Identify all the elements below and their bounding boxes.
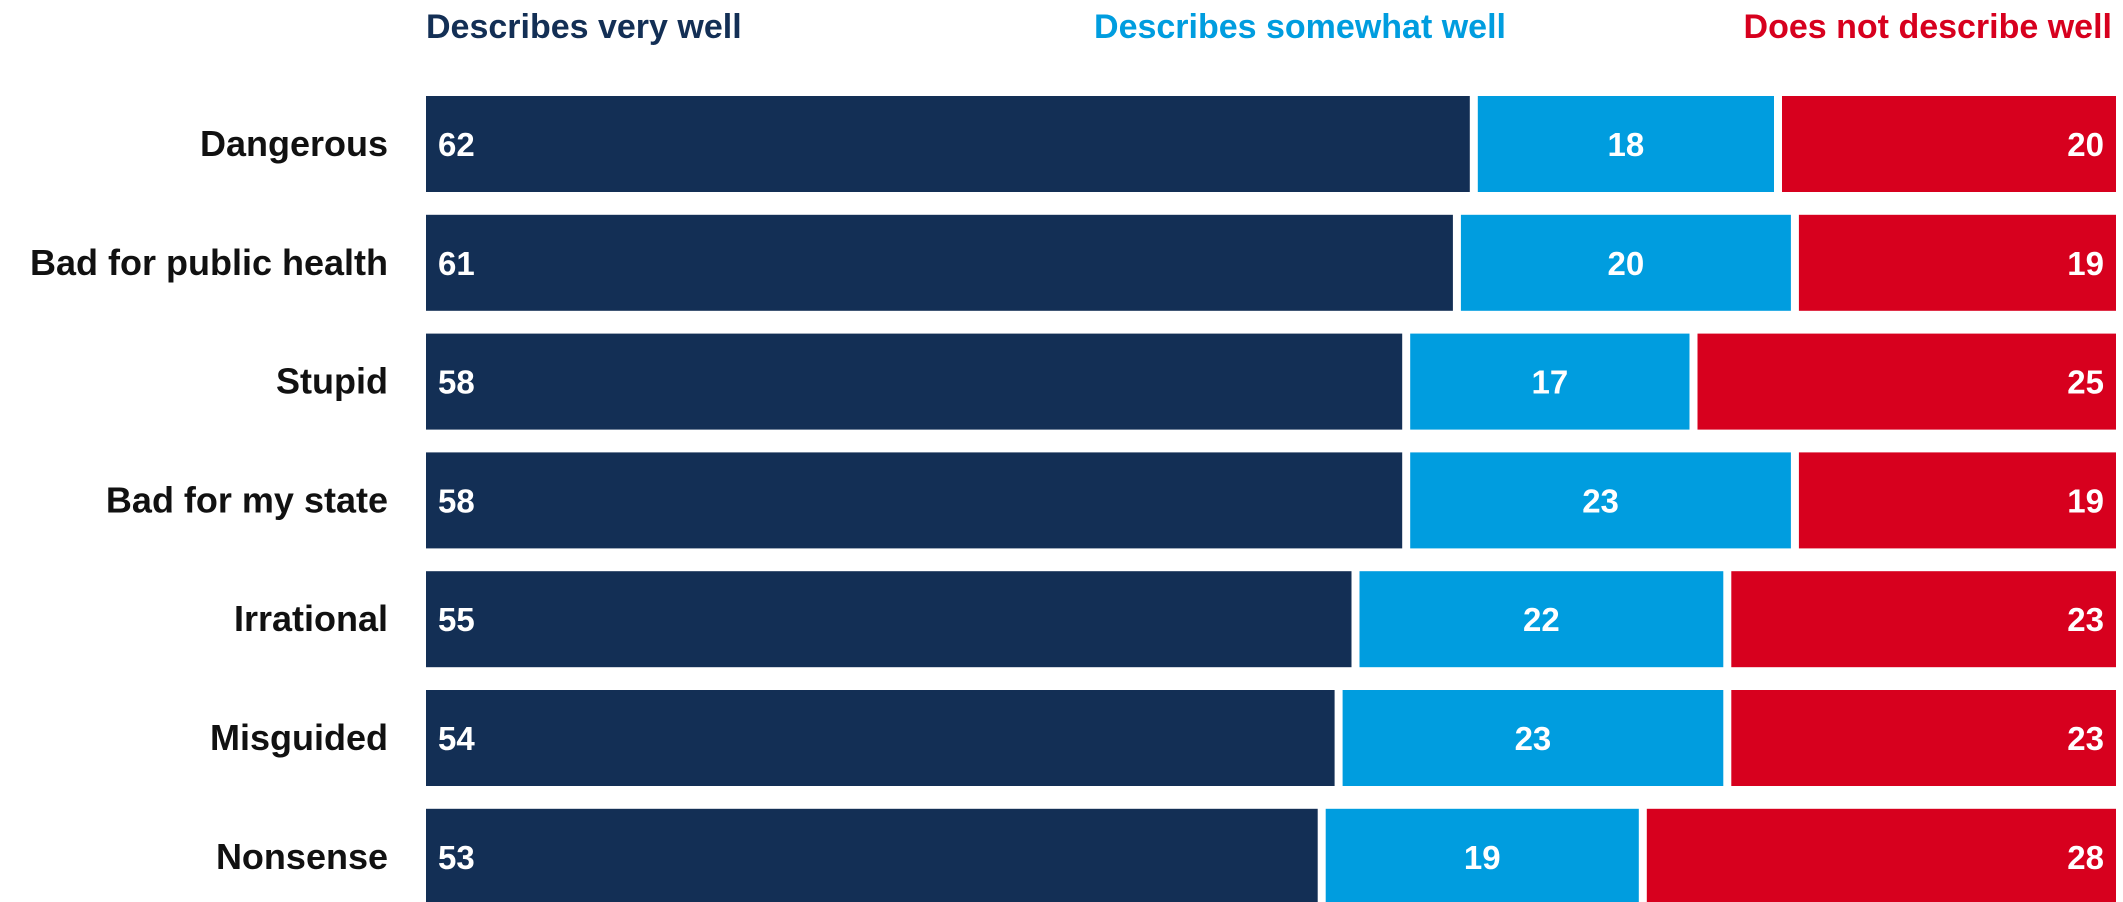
value-label-stupid-describes-somewhat-well: 17 (1531, 364, 1568, 401)
category-label-bad-for-public-health: Bad for public health (30, 242, 388, 283)
legend: Describes very well Describes somewhat we… (426, 8, 2112, 46)
category-labels: Dangerous Bad for public health Stupid Bad … (30, 123, 388, 877)
bar-dangerous-describes-very-well (426, 96, 1470, 192)
bar-bad-for-public-health-does-not-describe-well (1798, 214, 2116, 311)
bar-bad-for-public-health-describes-very-well (426, 214, 1453, 311)
bar-nonsense-describes-very-well (426, 808, 1318, 902)
bar-dangerous-describes-somewhat-well (1477, 96, 1774, 192)
bars: 62 18 20 61 20 19 58 17 25 58 23 19 55 22 23 54 23 23 53 19… (426, 96, 2116, 902)
value-label-nonsense-describes-very-well: 53 (438, 839, 475, 876)
value-label-dangerous-does-not-describe-well: 20 (2067, 126, 2104, 163)
bar-irrational-describes-very-well (426, 571, 1352, 668)
value-label-irrational-describes-very-well: 55 (438, 601, 475, 638)
bar-bad-for-public-health-describes-somewhat-well (1460, 214, 1791, 311)
bar-stupid-does-not-describe-well (1697, 333, 2116, 430)
category-label-misguided: Misguided (210, 717, 388, 758)
value-label-nonsense-describes-somewhat-well: 19 (1464, 839, 1501, 876)
bar-bad-for-my-state-does-not-describe-well (1798, 452, 2116, 549)
bar-irrational-does-not-describe-well (1731, 571, 2116, 668)
bar-bad-for-my-state-describes-very-well (426, 452, 1403, 549)
value-label-nonsense-does-not-describe-well: 28 (2067, 839, 2104, 876)
category-label-bad-for-my-state: Bad for my state (106, 479, 388, 520)
value-label-misguided-describes-very-well: 54 (438, 720, 475, 757)
value-label-misguided-does-not-describe-well: 23 (2067, 720, 2104, 757)
value-label-stupid-describes-very-well: 58 (438, 364, 475, 401)
value-label-irrational-describes-somewhat-well: 22 (1523, 601, 1560, 638)
bar-dangerous-does-not-describe-well (1782, 96, 2116, 192)
value-label-irrational-does-not-describe-well: 23 (2067, 601, 2104, 638)
value-label-dangerous-describes-very-well: 62 (438, 126, 475, 163)
legend-item-describes-very-well: Describes very well (426, 8, 742, 46)
bar-nonsense-does-not-describe-well (1646, 808, 2116, 902)
category-label-nonsense: Nonsense (216, 836, 388, 877)
bar-misguided-describes-very-well (426, 690, 1335, 786)
bar-irrational-describes-somewhat-well (1359, 571, 1724, 668)
bar-bad-for-my-state-describes-somewhat-well (1410, 452, 1791, 549)
legend-item-describes-somewhat-well: Describes somewhat well (1094, 8, 1506, 46)
value-label-bad-for-my-state-does-not-describe-well: 19 (2067, 482, 2104, 519)
bar-misguided-does-not-describe-well (1731, 690, 2116, 786)
value-label-bad-for-public-health-describes-very-well: 61 (438, 245, 475, 282)
value-label-dangerous-describes-somewhat-well: 18 (1608, 126, 1645, 163)
legend-item-does-not-describe-well: Does not describe well (1744, 8, 2112, 46)
value-label-stupid-does-not-describe-well: 25 (2067, 364, 2104, 401)
category-label-stupid: Stupid (276, 361, 388, 402)
bar-stupid-describes-very-well (426, 333, 1403, 430)
bar-misguided-describes-somewhat-well (1342, 690, 1724, 786)
bar-nonsense-describes-somewhat-well (1325, 808, 1639, 902)
value-label-bad-for-public-health-describes-somewhat-well: 20 (1608, 245, 1645, 282)
value-label-bad-for-my-state-describes-somewhat-well: 23 (1582, 482, 1619, 519)
category-label-dangerous: Dangerous (200, 123, 388, 164)
bar-stupid-describes-somewhat-well (1410, 333, 1690, 430)
value-label-bad-for-public-health-does-not-describe-well: 19 (2067, 245, 2104, 282)
value-label-bad-for-my-state-describes-very-well: 58 (438, 482, 475, 519)
category-label-irrational: Irrational (234, 598, 388, 639)
value-label-misguided-describes-somewhat-well: 23 (1515, 720, 1552, 757)
